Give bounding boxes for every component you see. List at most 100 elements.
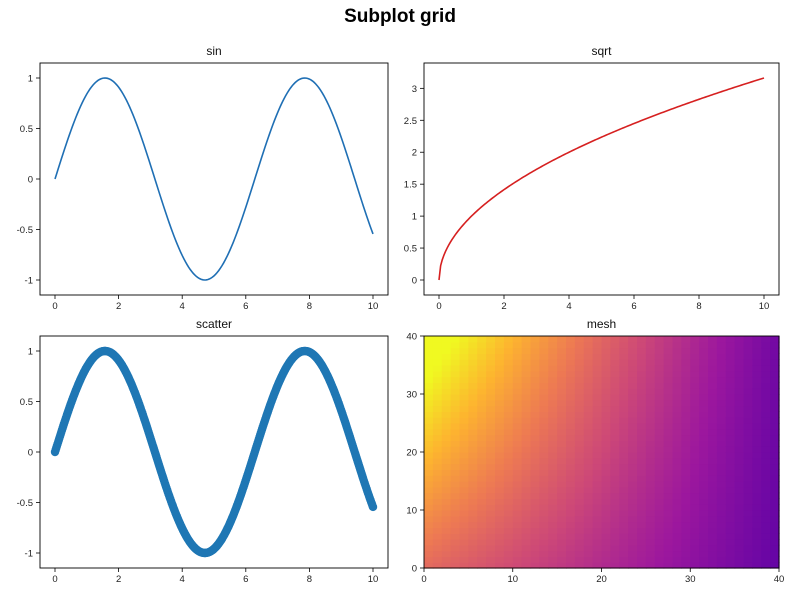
mesh-cell [770, 486, 780, 494]
mesh-cell [477, 562, 487, 569]
mesh-cell [663, 434, 674, 441]
mesh-cell [548, 405, 558, 412]
mesh-cell [725, 550, 736, 557]
y-tick-label: 0.5 [20, 124, 33, 135]
mesh-cell [557, 353, 567, 360]
mesh-cell [503, 417, 514, 424]
mesh-cell [521, 370, 532, 378]
mesh-cell [574, 347, 585, 354]
mesh-cell [690, 515, 700, 523]
y-tick-label: 30 [406, 390, 417, 401]
mesh-cell [450, 469, 461, 476]
mesh-cell [690, 457, 700, 465]
mesh-cell [432, 481, 443, 488]
mesh-cell [441, 382, 452, 389]
mesh-cell [725, 562, 736, 569]
mesh-cell [690, 336, 700, 343]
mesh-cell [716, 446, 727, 453]
mesh-cell [432, 527, 443, 534]
mesh-cell [637, 394, 647, 401]
mesh-cell [592, 446, 603, 453]
mesh-cell [468, 492, 478, 499]
mesh-cell [734, 440, 745, 447]
mesh-cell [734, 353, 745, 360]
mesh-cell [450, 446, 461, 453]
mesh-cell [574, 475, 585, 482]
mesh-cell [601, 521, 611, 528]
mesh-cell [770, 359, 780, 366]
mesh-cell [592, 417, 603, 424]
mesh-cell [752, 539, 762, 546]
mesh-cell [539, 452, 549, 459]
mesh-cell [743, 446, 753, 453]
mesh-cell [681, 423, 691, 430]
mesh-cell [503, 405, 514, 412]
mesh-cell [477, 463, 487, 470]
mesh-cell [770, 446, 780, 453]
mesh-cell [645, 515, 656, 523]
mesh-cell [557, 504, 567, 511]
mesh-cell [548, 347, 558, 354]
mesh-cell [441, 446, 452, 453]
mesh-cell [503, 481, 514, 488]
mesh-cell [752, 463, 762, 470]
x-tick-label: 4 [566, 301, 571, 312]
mesh-cell [654, 382, 665, 389]
mesh-cell [619, 370, 629, 378]
mesh-cell [610, 539, 620, 546]
mesh-cell [734, 486, 745, 494]
mesh-cell [592, 353, 603, 360]
mesh-cell [592, 388, 603, 395]
mesh-cell [752, 515, 762, 523]
mesh-cell [450, 463, 461, 470]
mesh-cell [619, 539, 629, 546]
mesh-cell [716, 469, 727, 476]
mesh-cell [468, 388, 478, 395]
mesh-cell [761, 486, 771, 494]
mesh-cell [610, 486, 620, 494]
mesh-cell [752, 370, 762, 378]
mesh-cell [645, 388, 656, 395]
mesh-cell [743, 562, 753, 569]
mesh-cell [761, 365, 771, 372]
mesh-cell [450, 359, 461, 366]
mesh-cell [699, 510, 709, 517]
mesh-cell [468, 376, 478, 383]
mesh-cell [699, 486, 709, 494]
mesh-cell [770, 521, 780, 528]
mesh-cell [450, 457, 461, 465]
mesh-cell [663, 527, 674, 534]
mesh-cell [752, 457, 762, 465]
mesh-cell [645, 405, 656, 412]
mesh-cell [619, 527, 629, 534]
mesh-cell [699, 359, 709, 366]
mesh-cell [654, 521, 665, 528]
mesh-cell [468, 562, 478, 569]
mesh-cell [681, 498, 691, 505]
mesh-cell [672, 550, 682, 557]
mesh-cell [743, 515, 753, 523]
mesh-cell [450, 486, 461, 494]
mesh-cell [690, 556, 700, 563]
mesh-cell [645, 486, 656, 494]
mesh-cell [699, 336, 709, 343]
mesh-cell [459, 365, 469, 372]
mesh-cell [503, 347, 514, 354]
mesh-cell [654, 423, 665, 430]
mesh-cell [468, 347, 478, 354]
mesh-cell [672, 527, 682, 534]
mesh-cell [566, 394, 576, 401]
mesh-cell [468, 457, 478, 465]
mesh-cell [450, 434, 461, 441]
mesh-cell [459, 533, 469, 540]
mesh-cell [592, 370, 603, 378]
mesh-cell [628, 504, 638, 511]
mesh-cell [619, 365, 629, 372]
mesh-cell [503, 359, 514, 366]
mesh-cell [486, 515, 496, 523]
mesh-cell [637, 440, 647, 447]
mesh-cell [619, 336, 629, 343]
mesh-cell [503, 469, 514, 476]
mesh-cell [654, 556, 665, 563]
